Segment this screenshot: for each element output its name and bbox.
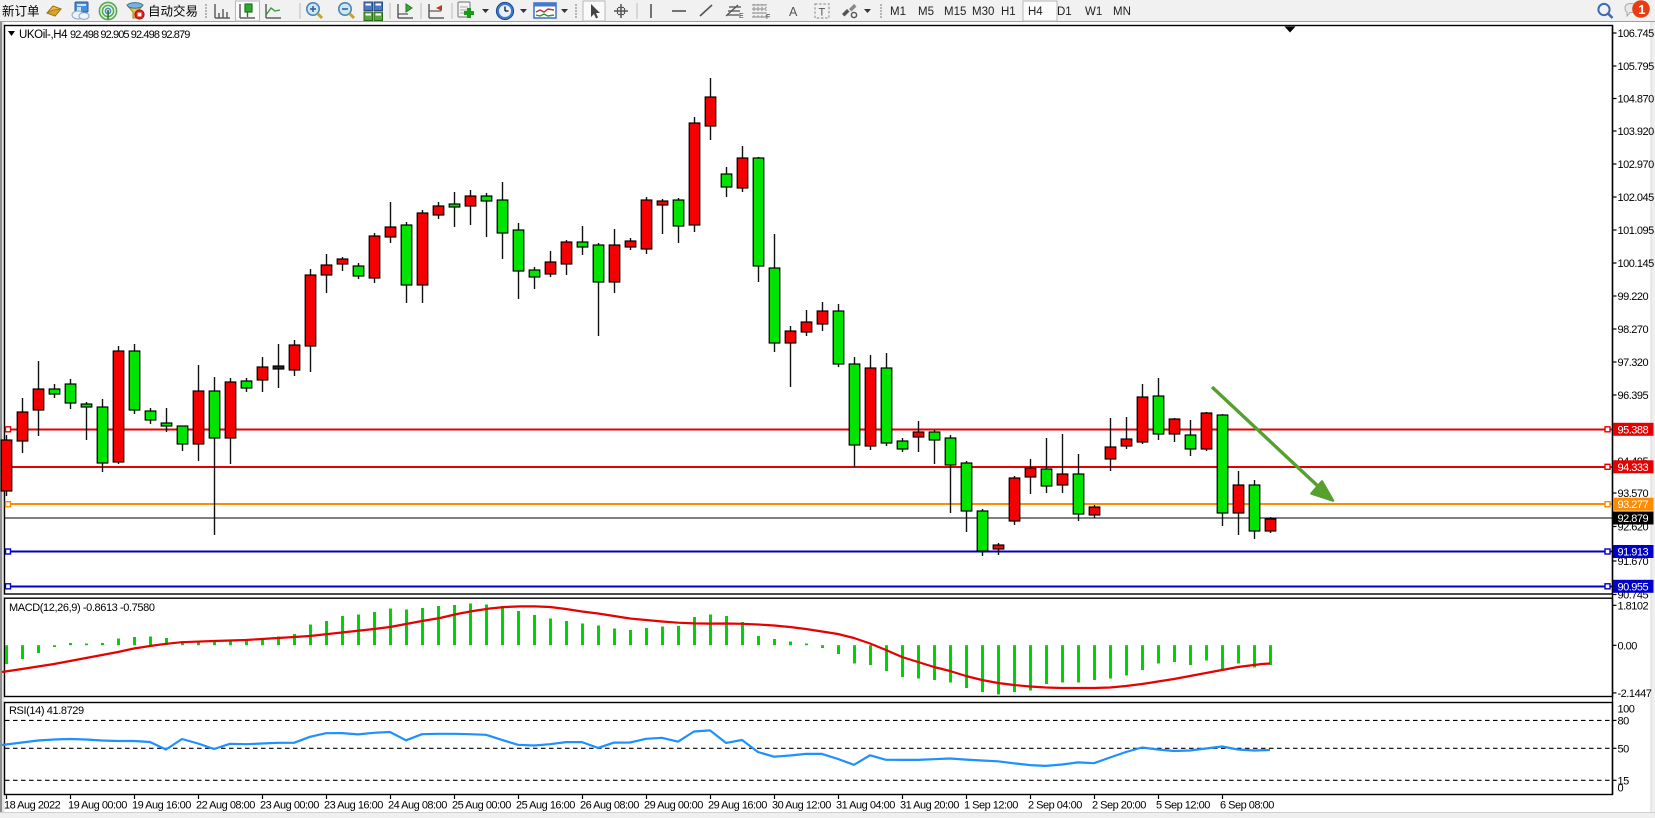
svg-text:-2.1447: -2.1447 <box>1618 688 1652 700</box>
svg-text:15: 15 <box>1618 775 1630 787</box>
svg-text:80: 80 <box>1618 715 1630 727</box>
svg-text:RSI(14) 41.8729: RSI(14) 41.8729 <box>9 705 84 717</box>
svg-text:104.870: 104.870 <box>1618 94 1655 106</box>
svg-text:MN: MN <box>1113 6 1131 18</box>
svg-text:29 Aug 00:00: 29 Aug 00:00 <box>644 800 703 812</box>
svg-text:25 Aug 16:00: 25 Aug 16:00 <box>516 800 575 812</box>
svg-text:H1: H1 <box>1001 6 1016 18</box>
svg-text:99.220: 99.220 <box>1618 291 1649 303</box>
svg-text:93.277: 93.277 <box>1618 499 1649 511</box>
svg-text:95.388: 95.388 <box>1618 424 1649 436</box>
svg-text:18 Aug 2022: 18 Aug 2022 <box>4 800 61 812</box>
svg-text:M30: M30 <box>972 6 994 18</box>
svg-text:90.955: 90.955 <box>1618 581 1649 593</box>
svg-text:102.045: 102.045 <box>1618 192 1655 204</box>
svg-text:1.8102: 1.8102 <box>1618 600 1649 612</box>
svg-text:2 Sep 04:00: 2 Sep 04:00 <box>1028 800 1082 812</box>
svg-text:24 Aug 08:00: 24 Aug 08:00 <box>388 800 447 812</box>
svg-text:25 Aug 00:00: 25 Aug 00:00 <box>452 800 511 812</box>
svg-text:94.333: 94.333 <box>1618 462 1649 474</box>
svg-text:自动交易: 自动交易 <box>148 4 198 19</box>
svg-text:UKOil-,H4: UKOil-,H4 <box>19 29 68 41</box>
svg-text:31 Aug 20:00: 31 Aug 20:00 <box>900 800 959 812</box>
svg-text:23 Aug 00:00: 23 Aug 00:00 <box>260 800 319 812</box>
svg-text:T: T <box>819 7 826 19</box>
svg-text:0: 0 <box>1618 783 1624 795</box>
svg-text:100: 100 <box>1618 704 1635 716</box>
svg-text:91.913: 91.913 <box>1618 547 1649 559</box>
svg-text:M15: M15 <box>944 6 966 18</box>
svg-text:1 Sep 12:00: 1 Sep 12:00 <box>964 800 1018 812</box>
svg-text:M1: M1 <box>890 6 906 18</box>
svg-text:23 Aug 16:00: 23 Aug 16:00 <box>324 800 383 812</box>
svg-text:A: A <box>789 5 798 19</box>
svg-text:19 Aug 00:00: 19 Aug 00:00 <box>68 800 127 812</box>
svg-text:101.095: 101.095 <box>1618 225 1655 237</box>
svg-text:102.970: 102.970 <box>1618 159 1655 171</box>
svg-text:F: F <box>766 14 770 21</box>
svg-text:5 Sep 12:00: 5 Sep 12:00 <box>1156 800 1210 812</box>
svg-text:19 Aug 16:00: 19 Aug 16:00 <box>132 800 191 812</box>
svg-text:106.745: 106.745 <box>1618 28 1655 40</box>
svg-text:50: 50 <box>1618 743 1630 755</box>
svg-text:98.270: 98.270 <box>1618 324 1649 336</box>
svg-text:M5: M5 <box>918 6 934 18</box>
svg-text:MACD(12,26,9) -0.8613 -0.7580: MACD(12,26,9) -0.8613 -0.7580 <box>9 602 155 614</box>
svg-text:W1: W1 <box>1085 6 1102 18</box>
svg-text:92.879: 92.879 <box>1618 513 1649 525</box>
svg-text:H4: H4 <box>1028 6 1043 18</box>
svg-text:31 Aug 04:00: 31 Aug 04:00 <box>836 800 895 812</box>
svg-text:2 Sep 20:00: 2 Sep 20:00 <box>1092 800 1146 812</box>
svg-text:29 Aug 16:00: 29 Aug 16:00 <box>708 800 767 812</box>
svg-text:0.00: 0.00 <box>1618 640 1638 652</box>
svg-text:97.320: 97.320 <box>1618 357 1649 369</box>
svg-text:96.395: 96.395 <box>1618 390 1649 402</box>
svg-text:92.498 92.905 92.498 92.879: 92.498 92.905 92.498 92.879 <box>70 29 190 41</box>
svg-text:103.920: 103.920 <box>1618 126 1655 138</box>
svg-text:26 Aug 08:00: 26 Aug 08:00 <box>580 800 639 812</box>
svg-text:D1: D1 <box>1057 6 1072 18</box>
svg-text:1: 1 <box>1638 2 1645 17</box>
svg-text:E: E <box>739 13 744 20</box>
svg-text:93.570: 93.570 <box>1618 488 1649 500</box>
svg-text:91.670: 91.670 <box>1618 556 1649 568</box>
svg-text:105.795: 105.795 <box>1618 61 1655 73</box>
svg-text:100.145: 100.145 <box>1618 258 1655 270</box>
svg-text:6 Sep 08:00: 6 Sep 08:00 <box>1220 800 1274 812</box>
svg-text:22 Aug 08:00: 22 Aug 08:00 <box>196 800 255 812</box>
svg-text:30 Aug 12:00: 30 Aug 12:00 <box>772 800 831 812</box>
svg-text:新订单: 新订单 <box>2 4 40 19</box>
